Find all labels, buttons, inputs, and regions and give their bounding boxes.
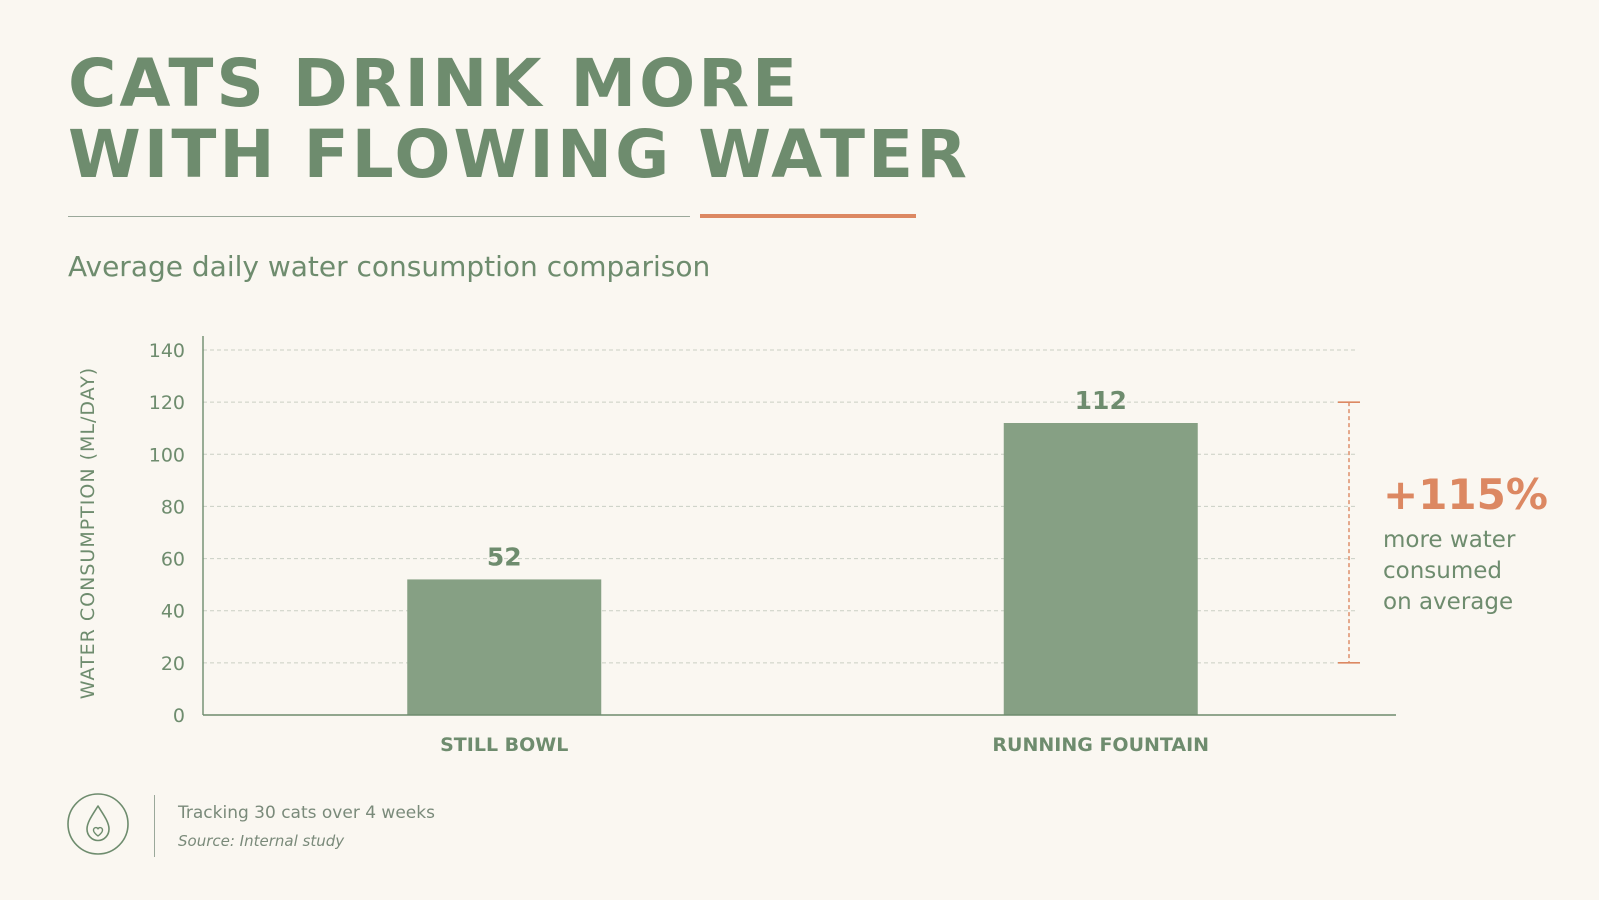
page-title: CATS DRINK MORE WITH FLOWING WATER [68, 48, 970, 190]
y-tick-label: 100 [149, 444, 185, 466]
y-axis-label: WATER CONSUMPTION (ML/DAY) [77, 367, 99, 699]
axes: 0 20 40 60 80 100 120 140 STILL BOWL RUNNING FOUN… [149, 336, 1396, 756]
y-tick-label: 0 [173, 705, 185, 727]
difference-bracket [1338, 401, 1360, 664]
y-tick-label: 80 [161, 496, 185, 518]
data-label-still-bowl: 52 [487, 542, 522, 571]
y-tick-label: 20 [161, 653, 185, 675]
y-tick-label: 120 [149, 392, 185, 414]
y-tick-label: 60 [161, 549, 185, 571]
chart-subtitle: Average daily water consumption comparis… [68, 250, 711, 283]
x-tick-label-running-fountain: RUNNING FOUNTAIN [992, 734, 1209, 756]
water-drop-heart-icon [67, 793, 129, 855]
bars: 52 112 [407, 386, 1198, 715]
increase-percentage: +115% [1383, 470, 1548, 519]
title-line-2: WITH FLOWING WATER [68, 116, 970, 193]
increase-description-line-3: on average [1383, 589, 1514, 615]
y-tick-label: 40 [161, 601, 185, 623]
x-tick-label-still-bowl: STILL BOWL [440, 734, 568, 756]
increase-description-line-2: consumed [1383, 558, 1503, 584]
bar-running-fountain [1003, 423, 1198, 715]
title-divider [68, 216, 690, 217]
increase-description: more water consumed on average [1383, 525, 1573, 618]
data-label-running-fountain: 112 [1075, 386, 1127, 415]
footer-divider [154, 795, 155, 857]
y-tick-label: 140 [149, 340, 185, 362]
title-accent-rule [700, 214, 916, 218]
bar-still-bowl [407, 579, 602, 715]
title-line-1: CATS DRINK MORE [68, 45, 801, 122]
footer-note: Tracking 30 cats over 4 weeks [178, 803, 435, 823]
increase-description-line-1: more water [1383, 527, 1516, 553]
footer-source: Source: Internal study [178, 832, 345, 850]
